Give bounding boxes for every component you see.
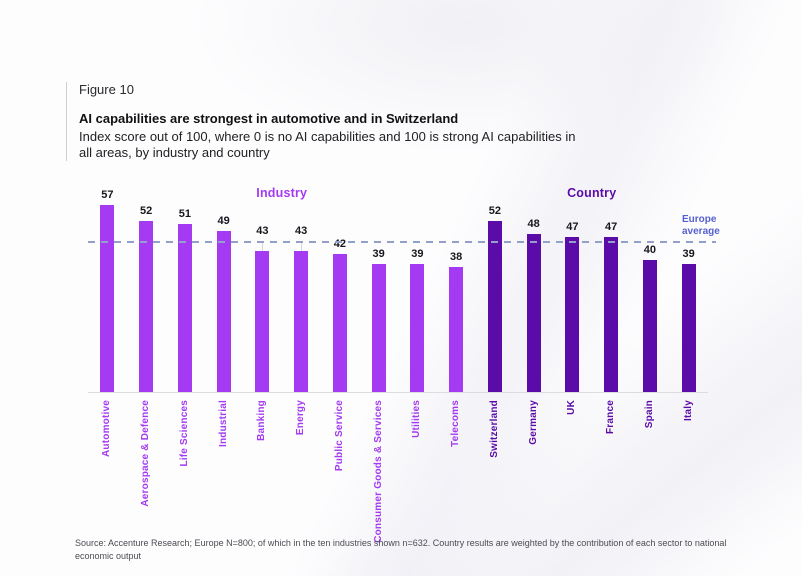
- bar: [332, 254, 347, 392]
- value-label-tick: [301, 243, 303, 251]
- category-label: Industrial: [217, 400, 229, 448]
- bar-cell-automotive: 57 Automotive: [88, 189, 127, 457]
- category-label: Switzerland: [488, 400, 500, 458]
- bar: [255, 251, 270, 392]
- bar-value-label: 47: [566, 221, 579, 233]
- category-label: Italy: [682, 400, 694, 422]
- bar-cell-france: 47 France: [592, 200, 631, 434]
- bar-cell-spain: 40 Spain: [631, 200, 670, 428]
- bar: [604, 237, 619, 392]
- category-label: Public Service: [333, 400, 345, 472]
- bar: [216, 231, 231, 392]
- chart-subtitle: Index score out of 100, where 0 is no AI…: [79, 129, 576, 160]
- bar-value-label: 51: [178, 208, 191, 220]
- bar-value-label: 52: [140, 205, 153, 217]
- figure-label: Figure 10: [79, 82, 134, 97]
- bar-cell-public-service: 42 Public Service: [321, 200, 360, 471]
- category-label: Aerospace & Defence: [140, 400, 152, 507]
- bar-cell-germany: 48 Germany: [514, 200, 553, 445]
- category-label: Spain: [643, 400, 655, 429]
- bar: [177, 224, 192, 392]
- category-label: Energy: [295, 400, 307, 436]
- bar: [294, 251, 309, 392]
- chart-title: AI capabilities are strongest in automot…: [79, 111, 459, 126]
- group-header-industry: Industry: [256, 186, 308, 200]
- bar-cell-italy: 39 Italy: [669, 200, 708, 421]
- bar-value-label: 47: [605, 221, 618, 233]
- category-label: Banking: [256, 400, 268, 441]
- bar-value-label: 49: [217, 215, 230, 227]
- category-label: UK: [566, 400, 578, 415]
- bar-value-label: 39: [411, 248, 424, 260]
- europe-average-label: Europe average: [682, 214, 720, 237]
- bar: [139, 221, 154, 392]
- category-label: France: [605, 400, 617, 434]
- bar-value-label: 43: [256, 225, 269, 237]
- europe-average-line: [88, 241, 716, 243]
- figure-header: Figure 10 AI capabilities are strongest …: [66, 82, 639, 161]
- bar-cell-switzerland: 52 Switzerland: [476, 200, 515, 458]
- bar-value-label: 57: [101, 189, 114, 201]
- value-label-tick: [262, 243, 264, 251]
- bar-cell-consumer-goods-services: 39 Consumer Goods & Services: [359, 200, 398, 543]
- bar-value-label: 48: [527, 218, 540, 230]
- bar-cell-telecoms: 38 Telecoms: [437, 200, 476, 447]
- bar: [681, 264, 696, 392]
- bar-chart: 57 Automotive 52 Aerospace & Defence 51 Life …: [88, 186, 720, 543]
- bar: [371, 264, 386, 392]
- bar-value-label: 39: [372, 248, 385, 260]
- category-label: Telecoms: [450, 400, 462, 447]
- bar-value-label: 40: [643, 244, 656, 256]
- bar: [642, 260, 657, 392]
- group-header-country: Country: [567, 186, 617, 200]
- bar-value-label: 38: [450, 251, 463, 263]
- bar-value-label: 42: [333, 238, 346, 250]
- plot-area: 57 Automotive 52 Aerospace & Defence 51 Life …: [88, 189, 708, 543]
- bar: [410, 264, 425, 392]
- bar-cell-energy: 43 Energy: [282, 200, 321, 435]
- bar-value-label: 43: [295, 225, 308, 237]
- bar: [449, 267, 464, 392]
- bar-value-label: 39: [682, 248, 695, 260]
- source-note: Source: Accenture Research; Europe N=800…: [75, 538, 727, 561]
- bar-cell-uk: 47 UK: [553, 200, 592, 415]
- bar-cell-industrial: 49 Industrial: [204, 200, 243, 447]
- bar-cell-aerospace-defence: 52 Aerospace & Defence: [127, 200, 166, 507]
- category-label: Utilities: [411, 400, 423, 438]
- bar-value-label: 52: [488, 205, 501, 217]
- bar: [565, 237, 580, 392]
- category-label: Life Sciences: [178, 400, 190, 467]
- category-label: Automotive: [101, 400, 113, 457]
- bar-cell-utilities: 39 Utilities: [398, 200, 437, 438]
- bar: [526, 234, 541, 392]
- bar-cell-banking: 43 Banking: [243, 200, 282, 441]
- bar: [100, 205, 115, 392]
- bar: [487, 221, 502, 392]
- category-label: Germany: [527, 400, 539, 445]
- bar-cell-life-sciences: 51 Life Sciences: [166, 200, 205, 467]
- category-label: Consumer Goods & Services: [372, 400, 384, 543]
